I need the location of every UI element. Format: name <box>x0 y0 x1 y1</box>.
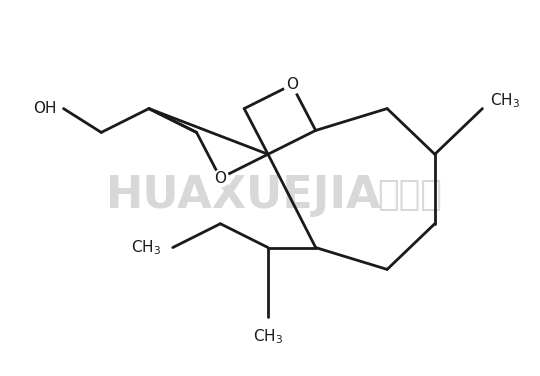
Text: CH$_3$: CH$_3$ <box>490 91 521 110</box>
Text: CH$_3$: CH$_3$ <box>131 238 161 257</box>
Text: OH: OH <box>33 101 57 116</box>
Text: 化学加: 化学加 <box>377 179 442 212</box>
Text: HUAXUEJIA: HUAXUEJIA <box>105 174 381 217</box>
Text: CH$_3$: CH$_3$ <box>253 327 283 346</box>
Text: O: O <box>286 77 298 92</box>
Text: O: O <box>214 171 226 186</box>
